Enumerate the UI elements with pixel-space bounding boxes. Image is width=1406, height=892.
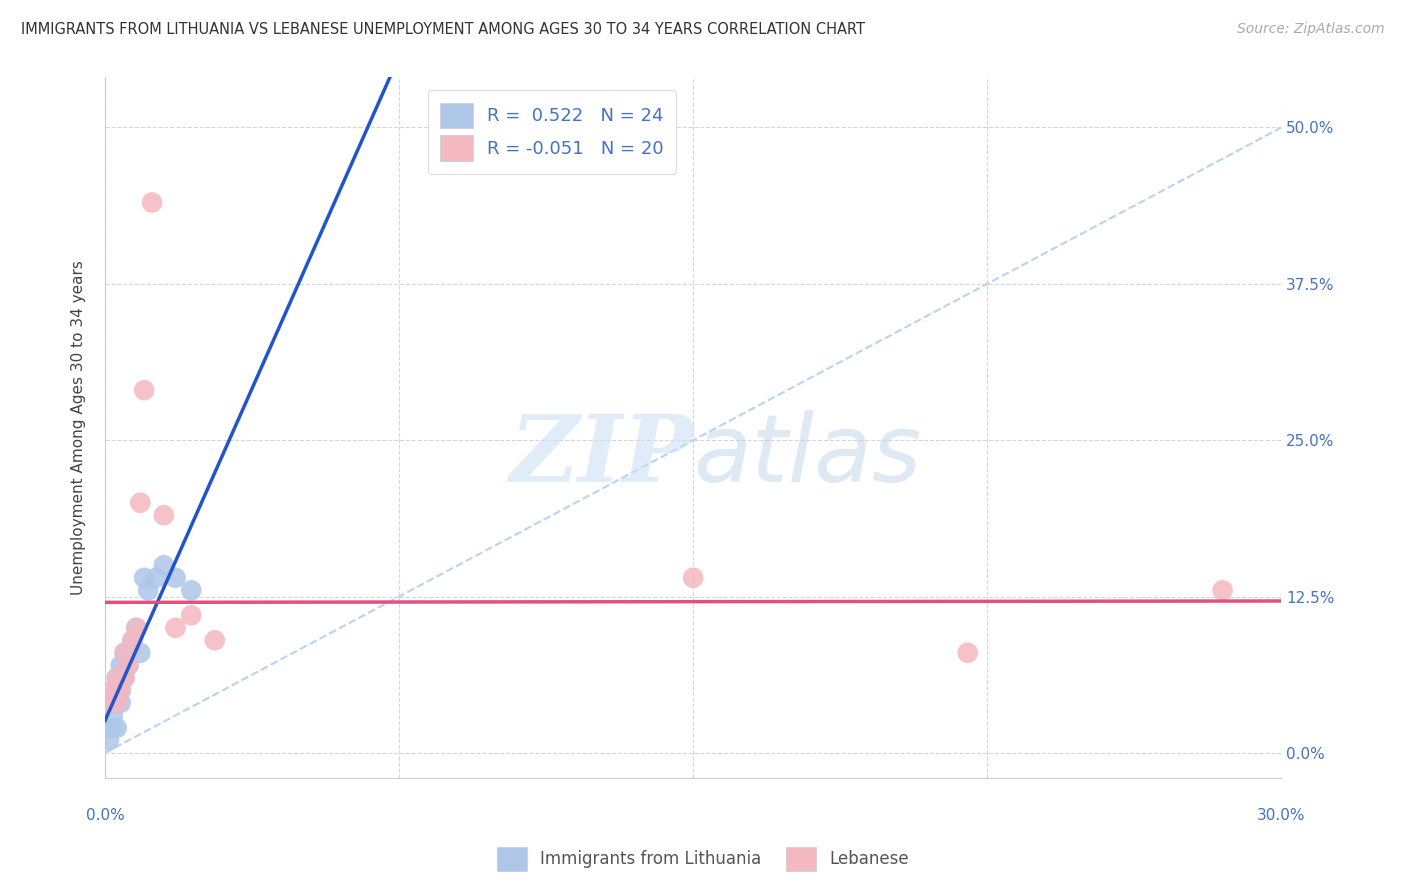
Legend: R =  0.522   N = 24, R = -0.051   N = 20: R = 0.522 N = 24, R = -0.051 N = 20: [427, 90, 676, 174]
Point: [134, 571, 156, 585]
Point: [114, 671, 136, 685]
Point: [110, 696, 132, 710]
Point: [180, 583, 202, 598]
Legend: Immigrants from Lithuania, Lebanese: Immigrants from Lithuania, Lebanese: [488, 839, 918, 880]
Text: ZIP: ZIP: [509, 410, 693, 500]
Point: [97, 721, 120, 735]
Point: [117, 658, 139, 673]
Point: [145, 571, 167, 585]
Point: [110, 683, 132, 698]
Point: [125, 621, 148, 635]
Point: [117, 658, 139, 673]
Point: [97, 733, 120, 747]
Point: [153, 508, 176, 523]
Point: [97, 696, 120, 710]
Point: [134, 383, 156, 397]
Point: [101, 708, 124, 723]
Point: [114, 671, 136, 685]
Point: [110, 683, 132, 698]
Point: [105, 683, 128, 698]
Point: [114, 646, 136, 660]
Point: [101, 721, 124, 735]
Point: [204, 633, 226, 648]
Text: Source: ZipAtlas.com: Source: ZipAtlas.com: [1237, 22, 1385, 37]
Text: 0.0%: 0.0%: [86, 808, 124, 823]
Point: [121, 633, 143, 648]
Text: 30.0%: 30.0%: [1257, 808, 1306, 823]
Point: [129, 496, 152, 510]
Point: [141, 195, 163, 210]
Point: [105, 671, 128, 685]
Point: [105, 671, 128, 685]
Point: [125, 621, 148, 635]
Point: [121, 633, 143, 648]
Point: [101, 696, 124, 710]
Point: [105, 696, 128, 710]
Point: [682, 571, 704, 585]
Point: [1212, 583, 1234, 598]
Point: [101, 683, 124, 698]
Point: [105, 696, 128, 710]
Point: [956, 646, 979, 660]
Point: [114, 646, 136, 660]
Point: [129, 646, 152, 660]
Point: [180, 608, 202, 623]
Point: [136, 583, 159, 598]
Point: [165, 621, 187, 635]
Point: [105, 721, 128, 735]
Text: IMMIGRANTS FROM LITHUANIA VS LEBANESE UNEMPLOYMENT AMONG AGES 30 TO 34 YEARS COR: IMMIGRANTS FROM LITHUANIA VS LEBANESE UN…: [21, 22, 865, 37]
Y-axis label: Unemployment Among Ages 30 to 34 years: Unemployment Among Ages 30 to 34 years: [72, 260, 86, 595]
Point: [165, 571, 187, 585]
Point: [153, 558, 176, 573]
Text: atlas: atlas: [693, 410, 921, 501]
Point: [110, 658, 132, 673]
